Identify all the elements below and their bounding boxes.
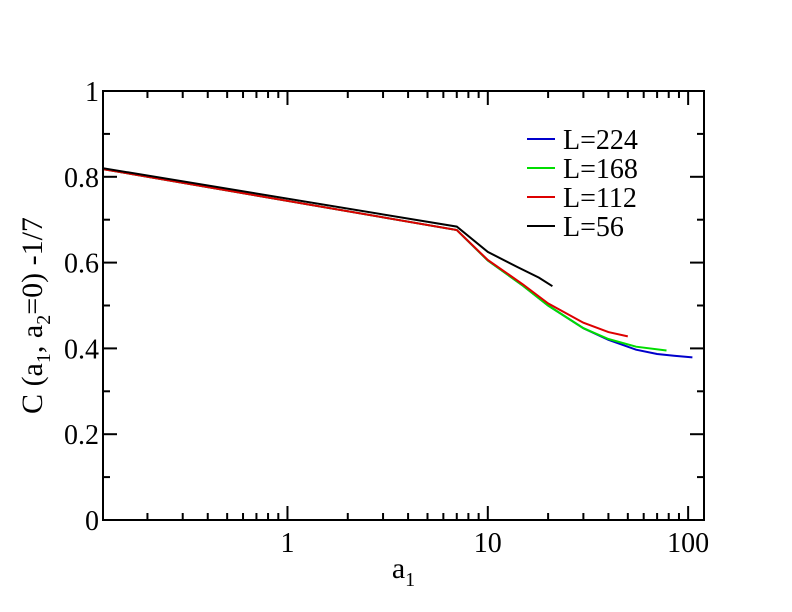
y-axis-label-part-1: C (a: [16, 363, 49, 414]
x-axis-label-subscript: 1: [405, 569, 415, 591]
y-tick-label: 0.6: [64, 249, 99, 280]
legend-label: L=168: [563, 154, 638, 185]
legend-label: L=112: [563, 183, 637, 214]
y-axis-label-sub-2: 2: [33, 315, 55, 325]
tick-labels: 1 10 100 0 0.2 0.4 0.6 0.8 1: [64, 77, 709, 559]
y-tick-label: 0.4: [64, 334, 99, 365]
series-line-l-112: [102, 168, 629, 338]
legend-label: L=224: [563, 125, 638, 156]
plot-lines: [102, 167, 693, 359]
y-axis-label: C (a1, a2=0) -1/7: [16, 217, 55, 414]
x-axis-label: a1: [392, 552, 415, 591]
legend-label: L=56: [563, 212, 624, 243]
x-tick-label: 10: [474, 528, 502, 559]
y-tick-label: 0.2: [64, 420, 99, 451]
y-tick-label: 1: [85, 77, 99, 108]
x-tick-label: 1: [280, 528, 294, 559]
y-axis-label-sub-1: 1: [33, 353, 55, 363]
y-tick-label: 0.8: [64, 163, 99, 194]
y-tick-label: 0: [85, 506, 99, 537]
x-axis-label-main: a: [392, 552, 405, 585]
y-axis-label-part-2: , a: [16, 325, 49, 353]
axis-labels: a1 C (a1, a2=0) -1/7: [16, 217, 415, 591]
y-axis-label-part-3: =0) -1/7: [16, 217, 49, 315]
axis-ticks: [103, 90, 704, 521]
series-line-l-56: [102, 167, 553, 288]
x-tick-label: 100: [667, 528, 709, 559]
